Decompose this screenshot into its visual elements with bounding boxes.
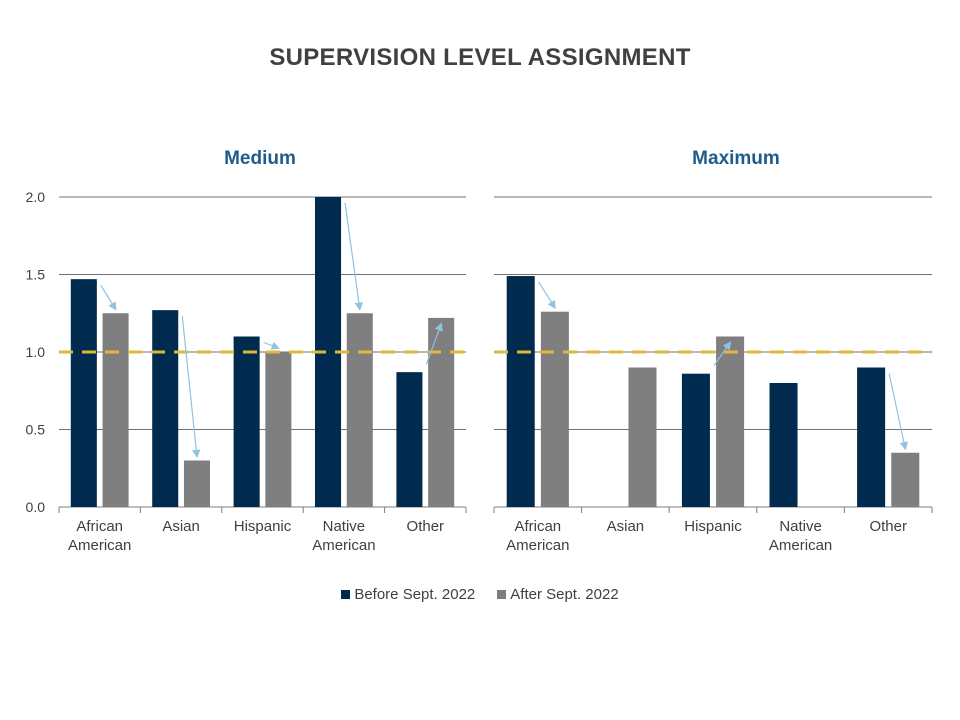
medium-category-label-hispanic: Hispanic xyxy=(234,518,292,535)
maximum-bar-african-american-before xyxy=(506,276,535,507)
medium-category-label-native-american: Native xyxy=(323,518,366,535)
medium-category-label-african-american: American xyxy=(68,537,131,554)
medium-category-label-african-american: African xyxy=(76,518,123,535)
maximum-category-label-african-american: American xyxy=(506,537,569,554)
legend-item-before: Before Sept. 2022 xyxy=(341,586,475,603)
maximum-panel-title: Maximum xyxy=(692,148,780,169)
medium-category-label-other: Other xyxy=(407,518,445,535)
medium-change-arrow-hispanic xyxy=(263,341,280,350)
maximum-bar-native-american-before xyxy=(769,383,798,507)
medium-change-arrow-african-american xyxy=(100,284,117,311)
y-tick-label: 1.5 xyxy=(26,267,46,283)
maximum-category-label-asian: Asian xyxy=(607,518,645,535)
medium-bar-other-after xyxy=(428,317,455,507)
maximum-bar-african-american-after xyxy=(540,311,569,507)
maximum-change-arrow-other xyxy=(888,373,908,451)
medium-change-arrow-asian xyxy=(181,316,201,459)
maximum-bar-hispanic-after xyxy=(716,336,745,507)
medium-category-label-native-american: American xyxy=(312,537,375,554)
medium-category-label-asian: Asian xyxy=(162,518,200,535)
maximum-category-label-african-american: African xyxy=(514,518,561,535)
medium-bar-other-before xyxy=(396,372,423,507)
legend: Before Sept. 2022 After Sept. 2022 xyxy=(0,586,960,603)
medium-bar-hispanic-after xyxy=(265,352,292,507)
legend-label-before: Before Sept. 2022 xyxy=(354,586,476,603)
maximum-bar-other-before xyxy=(857,367,886,507)
y-tick-label: 1.0 xyxy=(26,344,46,360)
maximum-change-arrow-african-american xyxy=(538,281,556,310)
medium-panel-title: Medium xyxy=(224,148,296,169)
maximum-category-label-hispanic: Hispanic xyxy=(684,518,742,535)
y-tick-label: 2.0 xyxy=(26,189,46,205)
y-tick-label: 0.5 xyxy=(26,422,46,438)
chart-title: SUPERVISION LEVEL ASSIGNMENT xyxy=(269,44,691,71)
medium-change-arrow-other xyxy=(425,322,443,365)
maximum-bar-other-after xyxy=(891,452,920,507)
medium-bar-asian-before xyxy=(152,310,179,507)
maximum-change-arrow-hispanic xyxy=(713,341,732,367)
maximum-category-label-native-american: Native xyxy=(779,518,822,535)
maximum-bar-asian-after xyxy=(628,367,657,507)
legend-swatch-before xyxy=(341,590,351,599)
medium-bar-asian-after xyxy=(183,460,210,507)
legend-label-after: After Sept. 2022 xyxy=(510,586,619,603)
medium-bar-african-american-before xyxy=(70,279,97,507)
medium-change-arrow-native-american xyxy=(344,202,364,311)
maximum-category-label-native-american: American xyxy=(769,537,832,554)
medium-bar-hispanic-before xyxy=(233,336,260,507)
legend-swatch-after xyxy=(497,590,507,599)
medium-bar-native-american-after xyxy=(346,313,373,507)
maximum-category-label-other: Other xyxy=(869,518,907,535)
y-tick-label: 0.0 xyxy=(26,499,46,515)
medium-bar-african-american-after xyxy=(102,313,129,507)
maximum-bar-hispanic-before xyxy=(681,373,710,507)
legend-item-after: After Sept. 2022 xyxy=(497,586,619,603)
